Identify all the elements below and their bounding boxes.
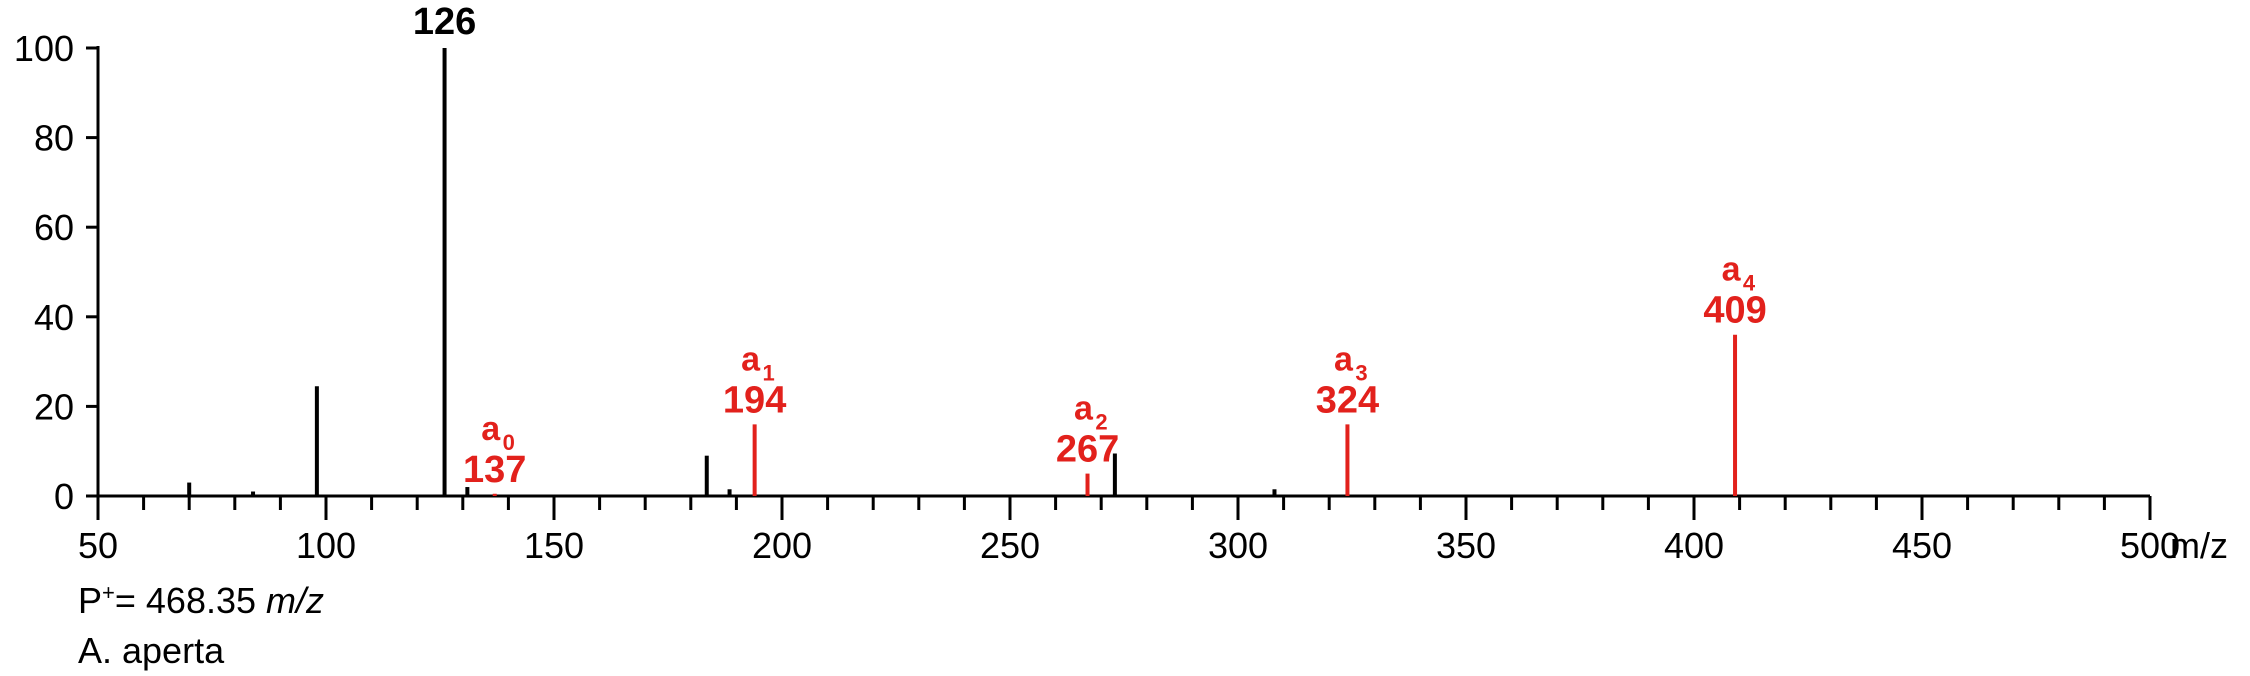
peaks (187, 48, 1738, 496)
x-tick-label: 450 (1892, 525, 1952, 566)
x-tick-label: 250 (980, 525, 1040, 566)
x-tick-label: 400 (1664, 525, 1724, 566)
annotated-mz-label-137: 137 (463, 449, 526, 491)
ion-label-a2: a (1074, 390, 1094, 428)
y-tick-label: 20 (34, 386, 74, 427)
y-tick-label: 40 (34, 297, 74, 338)
ion-label-a3: a (1334, 340, 1354, 378)
x-unit-label: m/z (2170, 525, 2228, 566)
annotated-mz-label-194: 194 (723, 379, 786, 421)
peak-label-126: 126 (413, 1, 476, 43)
x-tick-label: 100 (296, 525, 356, 566)
y-tick-label: 60 (34, 207, 74, 248)
y-tick-label: 80 (34, 118, 74, 159)
precursor-prefix: P (78, 580, 103, 621)
ion-subscript-4: 4 (1743, 271, 1756, 296)
ion-label-a1: a (741, 340, 761, 378)
species-caption: A. aperta (78, 630, 225, 671)
annotated-mz-label-267: 267 (1056, 429, 1119, 471)
ion-subscript-3: 3 (1355, 360, 1367, 385)
y-tick-label: 100 (14, 28, 74, 69)
x-tick-label: 200 (752, 525, 812, 566)
x-tick-label: 50 (78, 525, 118, 566)
x-tick-label: 150 (524, 525, 584, 566)
precursor-caption: P+= 468.35 m/z (78, 580, 324, 622)
precursor-unit: m/z (266, 580, 325, 621)
y-tick-label: 0 (54, 476, 74, 517)
precursor-value: = 468.35 (114, 580, 267, 621)
x-tick-label: 500 (2120, 525, 2180, 566)
annotated-mz-label-409: 409 (1703, 290, 1766, 332)
ion-subscript-0: 0 (503, 430, 515, 455)
x-tick-label: 350 (1436, 525, 1496, 566)
x-tick-label: 300 (1208, 525, 1268, 566)
ion-subscript-1: 1 (763, 360, 775, 385)
precursor-charge: + (102, 580, 115, 605)
ion-label-a4: a (1722, 251, 1742, 289)
ion-label-a0: a (481, 410, 501, 448)
annotated-mz-label-324: 324 (1316, 379, 1379, 421)
ion-subscript-2: 2 (1095, 410, 1107, 435)
